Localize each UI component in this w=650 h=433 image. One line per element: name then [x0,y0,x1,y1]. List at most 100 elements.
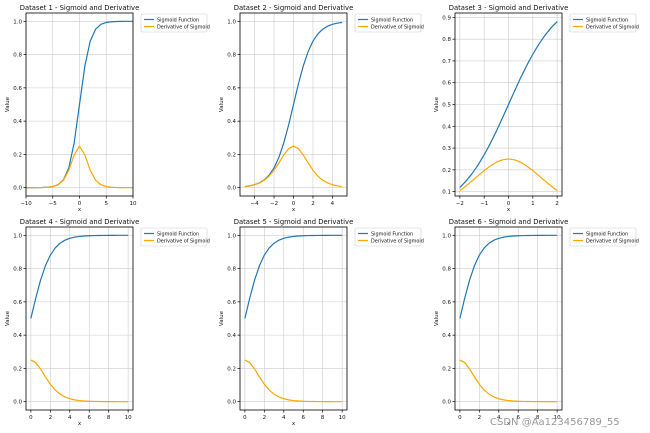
x-tick-label: −5 [49,201,58,207]
derivative-line [25,145,134,189]
x-tick-label: −10 [20,201,32,207]
subplot-3: −2 −1 0 1 2 0.1 0.2 0.3 0.4 0.5 0.6 0.7 0.8 0.9 Datase… [434,4,639,213]
y-axis-label: Value [5,310,11,326]
y-tick-label: 0.0 [13,186,22,192]
subplot-title: Dataset 4 - Sigmoid and Derivative [20,218,140,226]
x-tick-label: 10 [130,201,137,207]
y-tick-label: 0.0 [227,186,236,192]
y-tick-label: 0.3 [442,146,451,152]
derivative-line [30,359,129,403]
x-tick-label: 0 [458,415,462,421]
y-tick-label: 1.0 [13,233,22,239]
x-tick-label: 2 [478,415,482,421]
x-tick-label: 4 [282,415,286,421]
y-tick-label: 0.8 [13,267,22,273]
derivative-line [244,145,343,188]
x-tick-label: 5 [105,201,109,207]
x-tick-label: 2 [311,201,315,207]
subplot-title: Dataset 6 - Sigmoid and Derivative [449,218,569,226]
y-tick-label: 0.5 [442,103,451,109]
x-tick-label: −1 [480,201,488,207]
x-tick-label: 10 [339,415,346,421]
plot-frame [454,226,563,411]
subplot-title: Dataset 5 - Sigmoid and Derivative [234,218,354,226]
x-tick-label: 10 [125,415,132,421]
y-tick-label: 0.2 [227,152,236,158]
y-tick-label: 0.6 [227,300,236,306]
x-tick-label: 2 [49,415,53,421]
sigmoid-line [244,234,343,319]
watermark: CSDN @Aa123456789_55 [490,417,620,428]
x-axis-label: x [507,207,511,213]
y-tick-label: 0.2 [442,366,451,372]
plot-frame [239,226,348,411]
x-tick-label: −2 [456,201,464,207]
legend-label: Derivative of Sigmoid [586,238,639,244]
legend-label: Derivative of Sigmoid [371,24,424,30]
y-tick-label: 0.2 [227,366,236,372]
x-tick-label: 6 [301,415,305,421]
subplot-title: Dataset 1 - Sigmoid and Derivative [20,4,140,12]
y-tick-label: 0.6 [13,300,22,306]
y-axis-label: Value [5,96,11,112]
y-axis-label: Value [219,96,225,112]
x-tick-label: 0 [29,415,33,421]
x-tick-label: 4 [497,415,501,421]
legend-label: Derivative of Sigmoid [586,24,639,30]
legend-label: Derivative of Sigmoid [157,238,210,244]
y-tick-label: 0.4 [13,119,22,125]
x-tick-label: 6 [516,415,520,421]
y-axis-label: Value [434,310,440,326]
x-tick-label: −4 [251,201,260,207]
y-tick-label: 0.6 [442,300,451,306]
y-tick-label: 0.4 [13,333,22,339]
x-tick-label: 2 [555,201,559,207]
sigmoid-line [459,21,558,188]
y-tick-label: 0.8 [13,53,22,59]
y-tick-label: 0.8 [227,53,236,59]
y-tick-label: 0.4 [227,119,236,125]
legend-box [140,13,208,33]
legend-box [140,227,208,247]
y-tick-label: 0.0 [13,400,22,406]
x-tick-label: 1 [531,201,535,207]
legend-box [354,13,422,33]
derivative-line [244,359,343,403]
sigmoid-line [459,234,558,319]
subplot-1: −10 −5 0 5 10 0.0 0.2 0.4 0.6 0.8 1.0 Dataset 1 - S… [5,4,210,213]
y-tick-label: 0.8 [442,267,451,273]
y-tick-label: 0.7 [442,59,451,65]
y-tick-label: 0.8 [442,37,451,43]
legend-label: Sigmoid Function [586,231,628,237]
y-tick-label: 0.8 [227,267,236,273]
x-axis-label: x [507,421,511,427]
x-tick-label: 8 [321,415,325,421]
x-tick-label: 0 [507,201,511,207]
x-tick-label: 2 [263,415,267,421]
legend-label: Sigmoid Function [157,17,199,23]
legend-box [569,13,637,33]
legend-label: Sigmoid Function [371,231,413,237]
y-tick-label: 0.0 [227,400,236,406]
legend-label: Sigmoid Function [371,17,413,23]
y-tick-label: 0.0 [442,400,451,406]
derivative-line [459,359,558,403]
legend-box [354,227,422,247]
y-tick-label: 0.2 [442,168,451,174]
x-tick-label: 8 [107,415,111,421]
y-tick-label: 0.2 [13,152,22,158]
x-tick-label: 0 [243,415,247,421]
x-tick-label: 10 [554,415,561,421]
sigmoid-line [30,234,129,319]
x-tick-label: 6 [87,415,91,421]
legend-label: Sigmoid Function [157,231,199,237]
x-axis-label: x [292,421,296,427]
y-tick-label: 0.4 [227,333,236,339]
x-tick-label: 8 [536,415,540,421]
y-tick-label: 0.2 [13,366,22,372]
